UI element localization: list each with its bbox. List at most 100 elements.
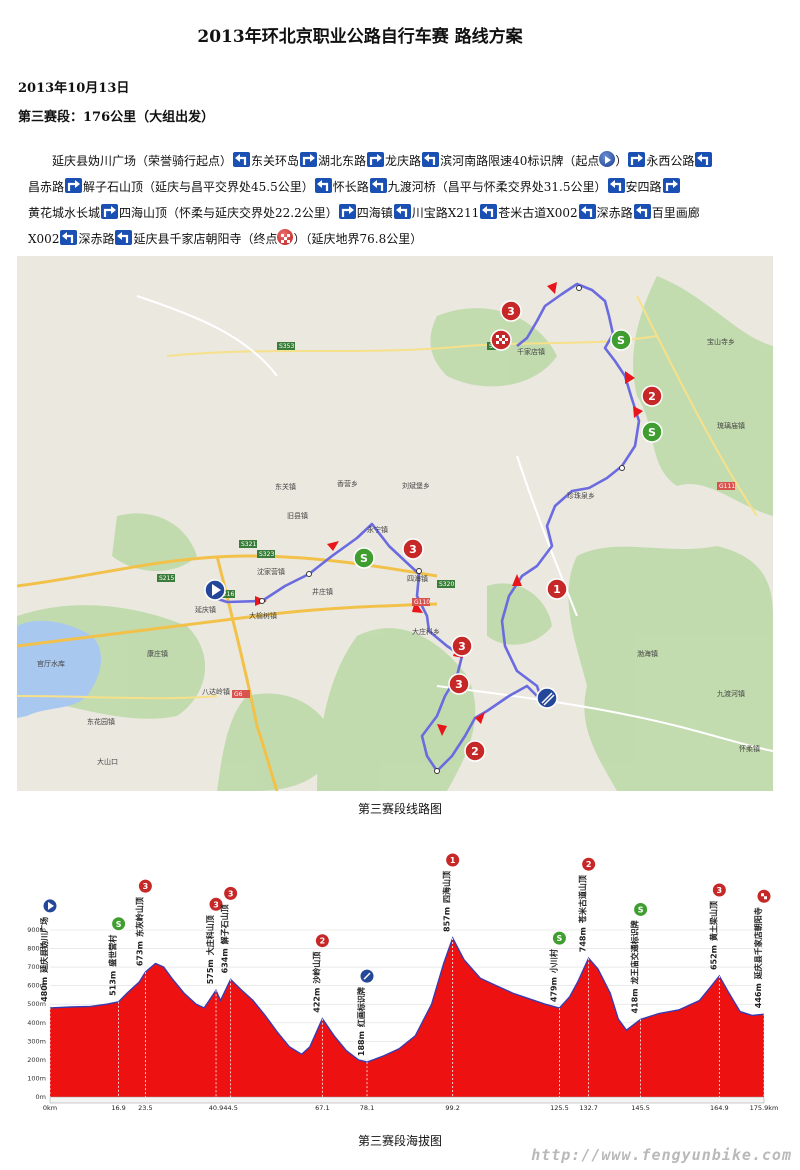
- route-segment: 九渡河桥（昌平与怀柔交界处31.5公里）: [387, 180, 607, 194]
- svg-text:3: 3: [458, 640, 466, 653]
- route-map[interactable]: 延庆镇 东关镇 刘斌堡乡 永宁镇 香营乡 旧县镇 沈家营镇 井庄镇 大榆树镇 四…: [17, 256, 773, 791]
- route-segment: 永西公路: [646, 154, 695, 168]
- climb-marker-3[interactable]: 3: [402, 538, 424, 560]
- turn-left-icon: [695, 152, 713, 167]
- svg-text:S: S: [360, 552, 368, 565]
- profile-badge: [208, 896, 224, 912]
- road-badge: S320: [437, 580, 455, 588]
- point-label: 446m延庆县千家店朝阳寺: [753, 907, 763, 1008]
- turn-right-icon: [662, 178, 680, 193]
- svg-text:G110: G110: [414, 599, 430, 606]
- road-badge: S321: [239, 540, 257, 548]
- town-label: 千家店镇: [517, 347, 545, 356]
- climb-marker-2[interactable]: 2: [464, 740, 486, 762]
- climb-marker-3[interactable]: 3: [451, 635, 473, 657]
- turn-right-icon: [101, 204, 119, 219]
- race-date: 2013年10月13日: [18, 81, 130, 96]
- route-line-2: 昌赤路 解子石山顶（延庆与昌平交界处45.5公里） 怀长路 九渡河桥（昌平与怀柔交界处…: [28, 174, 788, 200]
- turn-left-icon: [115, 230, 133, 245]
- point-label: 652m黄土梁山顶: [708, 901, 718, 970]
- road-badge: S215: [157, 574, 175, 582]
- town-label: 九渡河镇: [717, 689, 745, 698]
- feed-zone-marker[interactable]: [536, 687, 558, 709]
- x-tick-label: 44.5: [223, 1104, 237, 1110]
- svg-text:2: 2: [648, 390, 656, 403]
- profile-caption: 第三赛段海拔图: [357, 1134, 442, 1148]
- route-segment: 延庆县妫川广场（荣誉骑行起点）: [52, 154, 233, 168]
- route-line-3: 黄花城水长城 四海山顶（怀柔与延庆交界处22.2公里） 四海镇 川宝路X211 苍米古道…: [28, 200, 788, 226]
- profile-badge: [633, 901, 649, 917]
- x-tick-label: 67.1: [315, 1104, 329, 1110]
- point-label: 418m龙王庙交通标识牌: [630, 920, 640, 1013]
- point-label: 513m盛世营村: [108, 935, 118, 996]
- point-label: 480m延庆县妫川广场: [39, 917, 49, 1002]
- climb-marker-3[interactable]: 3: [500, 300, 522, 322]
- climb-marker-2[interactable]: 2: [641, 385, 663, 407]
- feed-icon: [363, 972, 371, 980]
- turn-left-icon: [369, 178, 387, 193]
- turn-left-icon: [60, 230, 78, 245]
- x-tick-label: 175.9km: [750, 1104, 779, 1110]
- svg-text:S: S: [617, 334, 625, 347]
- svg-text:S215: S215: [159, 575, 174, 582]
- road-badge: S216: [217, 590, 235, 598]
- watermark: http://www.fengyunbike.com: [531, 1146, 792, 1164]
- svg-text:S353: S353: [279, 343, 294, 350]
- lake-label: 官厅水库: [37, 659, 65, 668]
- badge-label: S: [557, 934, 563, 943]
- road-badge: G6: [232, 690, 250, 698]
- y-tick-label: 600m: [27, 982, 46, 990]
- road-badge: G110: [412, 598, 430, 606]
- lake: [17, 620, 102, 718]
- badge-label: 3: [213, 900, 219, 909]
- page-title: 2013年环北京职业公路自行车赛 路线方案: [197, 27, 523, 47]
- turn-right-icon: [367, 152, 385, 167]
- turn-left-icon: [422, 152, 440, 167]
- badge-label: 3: [717, 886, 723, 895]
- x-tick-label: 164.9: [710, 1104, 729, 1110]
- sprint-marker[interactable]: S: [353, 547, 375, 569]
- route-segment: 龙庆路: [385, 154, 422, 168]
- elevation-chart: 0m 100m 200m 300m 400m 500m 600m 700m 800m 900m 0k…: [27, 852, 779, 1112]
- town-label: 延庆镇: [195, 605, 216, 614]
- point-label: 479m小川村: [548, 949, 558, 1002]
- forest-areas: [17, 276, 773, 791]
- route-segment: 苍米古道X002: [498, 206, 578, 220]
- map-markers: 3 S 3 3 2 1 S 2 S 3: [204, 285, 663, 774]
- town-label: 刘斌堡乡: [402, 481, 430, 490]
- svg-text:3: 3: [455, 678, 463, 691]
- town-label: 香营乡: [337, 479, 358, 488]
- x-tick-label: 99.2: [445, 1104, 459, 1110]
- town-label: 怀柔镇: [739, 744, 760, 753]
- y-tick-label: 800m: [27, 945, 46, 953]
- route-segment: 百里画廊: [651, 206, 700, 220]
- x-tick-label: 132.7: [579, 1104, 598, 1110]
- route-segment: 川宝路X211: [411, 206, 480, 220]
- town-label: 井庄镇: [312, 587, 333, 596]
- point-label: 575m大庄科山顶: [205, 915, 215, 984]
- route-description: 延庆县妫川广场（荣誉骑行起点） 东关环岛 湖北东路 龙庆路 滨河南路限速40标识牌（起点…: [28, 148, 788, 252]
- turn-left-icon: [233, 152, 251, 167]
- profile-badge: [137, 878, 153, 894]
- finish-marker[interactable]: [490, 329, 512, 351]
- route-segment: 四海镇: [356, 206, 393, 220]
- sprint-marker[interactable]: S: [610, 329, 632, 351]
- x-tick-label: 40.9: [209, 1104, 223, 1110]
- town-label: 永宁镇: [367, 525, 388, 534]
- road-badge: S353: [277, 342, 295, 350]
- badge-label: S: [638, 905, 644, 914]
- svg-text:1: 1: [553, 583, 561, 596]
- turn-right-icon: [628, 152, 646, 167]
- route-segment: 湖北东路: [318, 154, 367, 168]
- sprint-marker[interactable]: S: [641, 421, 663, 443]
- elevation-line: [49, 936, 765, 1063]
- start-marker[interactable]: [204, 579, 226, 601]
- profile-badge: [111, 916, 127, 932]
- climb-marker-3[interactable]: 3: [448, 673, 470, 695]
- y-tick-label: 200m: [27, 1056, 46, 1064]
- turn-left-icon: [393, 204, 411, 219]
- climb-marker-1[interactable]: 1: [546, 578, 568, 600]
- turn-right-icon: [300, 152, 318, 167]
- svg-text:3: 3: [507, 305, 515, 318]
- y-tick-label: 100m: [27, 1074, 46, 1082]
